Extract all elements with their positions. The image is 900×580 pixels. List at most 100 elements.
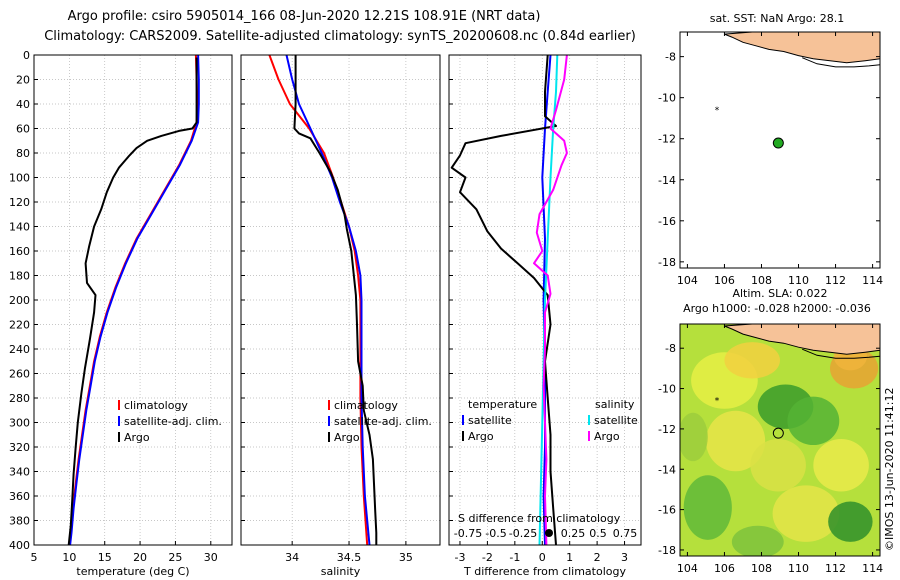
x-tick-label: 108 <box>751 562 772 575</box>
y-tick-label: -18 <box>658 256 676 269</box>
map-frame <box>679 31 881 269</box>
sla-anomaly-patch <box>787 396 840 446</box>
y-tick-label: 60 <box>16 123 30 136</box>
land-java <box>724 324 880 355</box>
y-tick-label: 280 <box>9 392 30 405</box>
series-line-satellite-adj--clim- <box>69 54 200 546</box>
map-frame <box>679 323 881 557</box>
y-tick-label: 120 <box>9 196 30 209</box>
x-tick-label: 0 <box>539 551 546 564</box>
x-tick-label: 20 <box>133 551 147 564</box>
y-tick-label: -18 <box>658 544 676 557</box>
sla-anomaly-patch <box>828 501 873 542</box>
x-axis-label: temperature (deg C) <box>76 565 189 578</box>
s-scale-label: -0.5 <box>485 527 506 540</box>
argo-position-marker <box>772 427 784 439</box>
x-tick-label: 5 <box>31 551 38 564</box>
difference-panel: -3 -2 -1 0 1 2 3T difference from climatology t… <box>448 54 642 578</box>
s-scale-label: 0.5 <box>589 527 607 540</box>
x-tick-label: 3 <box>621 551 628 564</box>
x-tick-label: 108 <box>751 274 772 287</box>
x-tick-label: 106 <box>714 274 735 287</box>
s-scale-label: -0.75 <box>454 527 482 540</box>
sst-map-panel: * 104 106 108 110 112 114 -8 -10 -12 -14 -16 -18 <box>658 31 883 287</box>
x-axis-label: T difference from climatology <box>463 565 626 578</box>
y-tick-label: 20 <box>16 74 30 87</box>
plot-frame <box>448 54 642 546</box>
salinity-panel: 34 34.5 35 salinity climatology satellite-adj… <box>240 54 441 578</box>
x-tick-label: 1 <box>566 551 573 564</box>
legend-salinity-title: salinity <box>595 398 635 411</box>
y-tick-label: 40 <box>16 98 30 111</box>
x-tick-label: 10 <box>62 551 76 564</box>
y-tick-label: 320 <box>9 441 30 454</box>
x-tick-label: 110 <box>788 274 809 287</box>
y-tick-label: -16 <box>658 215 676 228</box>
previous-position-marker: * <box>715 397 720 407</box>
legend-label: satellite <box>594 414 638 427</box>
map-sst-title: sat. SST: NaN Argo: 28.1 <box>710 12 844 25</box>
plot-frame <box>240 54 441 546</box>
s-scale-label: 0.25 <box>561 527 586 540</box>
imos-credit: ©IMOS 13-Jun-2020 11:41:12 <box>883 387 896 551</box>
y-tick-label: -8 <box>665 342 676 355</box>
x-tick-label: 106 <box>714 562 735 575</box>
legend-label: climatology <box>334 399 398 412</box>
y-tick-label: 200 <box>9 294 30 307</box>
legend-label: Argo <box>594 430 620 443</box>
y-tick-label: 260 <box>9 368 30 381</box>
sla-anomaly-patch <box>731 525 784 556</box>
series-line-argo <box>67 57 198 546</box>
map-content: * <box>680 324 880 556</box>
x-tick-label: 35 <box>399 551 413 564</box>
legend-label: satellite-adj. clim. <box>334 415 432 428</box>
sla-anomaly-patch <box>683 475 732 540</box>
series-line-t-argo <box>450 54 557 546</box>
sla-anomaly-patch <box>680 412 708 462</box>
y-tick-label: 160 <box>9 245 30 258</box>
s-scale-label: 0.75 <box>613 527 638 540</box>
x-tick-label: 112 <box>825 274 846 287</box>
y-tick-label: 80 <box>16 147 30 160</box>
land-java <box>724 32 880 64</box>
legend-label: Argo <box>468 430 494 443</box>
x-tick-label: 2 <box>594 551 601 564</box>
legend-temperature-title: temperature <box>468 398 537 411</box>
y-tick-label: -16 <box>658 504 676 517</box>
y-tick-label: 100 <box>9 172 30 185</box>
y-tick-label: 180 <box>9 270 30 283</box>
legend-label: Argo <box>334 431 360 444</box>
y-tick-label: 0 <box>23 49 30 62</box>
y-tick-label: 220 <box>9 319 30 332</box>
x-axis-label: salinity <box>321 565 361 578</box>
y-tick-label: -12 <box>658 133 676 146</box>
x-tick-label: 30 <box>204 551 218 564</box>
x-tick-label: 104 <box>677 562 698 575</box>
y-tick-label: -14 <box>658 463 676 476</box>
x-tick-label: -2 <box>482 551 493 564</box>
x-tick-label: 34.5 <box>337 551 362 564</box>
y-tick-label: -10 <box>658 92 676 105</box>
coastline <box>802 348 880 359</box>
legend-label: satellite <box>468 414 512 427</box>
series-line-argo <box>293 55 378 545</box>
series-line-t-satellite <box>541 54 552 546</box>
y-tick-label: 400 <box>9 539 30 552</box>
x-tick-label: 114 <box>862 274 883 287</box>
y-tick-label: -8 <box>665 51 676 64</box>
legend-label: Argo <box>124 431 150 444</box>
map-sla-title2: Argo h1000: -0.028 h2000: -0.036 <box>683 302 871 315</box>
s-scale-title: S difference from climatology <box>458 512 621 525</box>
map-sla-title1: Altim. SLA: 0.022 <box>732 287 827 300</box>
sla-anomaly-patch <box>813 438 869 492</box>
argo-position-marker <box>772 137 784 149</box>
y-tick-label: -12 <box>658 423 676 436</box>
sla-anomaly-patch <box>750 438 806 492</box>
figure-title-line2: Climatology: CARS2009. Satellite-adjuste… <box>44 29 636 44</box>
temperature-panel: 5 10 15 20 25 3002040608010012014016018020022… <box>9 49 233 578</box>
x-tick-label: 104 <box>677 274 698 287</box>
sla-anomaly-patch <box>724 342 780 379</box>
sla-anomaly-patch <box>705 410 766 472</box>
y-tick-label: 240 <box>9 343 30 356</box>
